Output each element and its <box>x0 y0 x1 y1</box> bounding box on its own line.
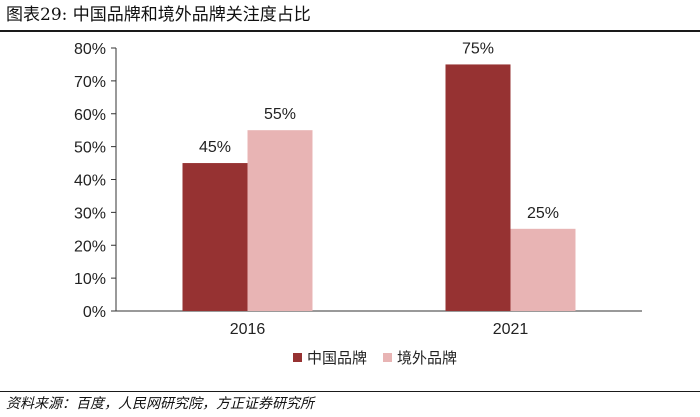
data-label: 75% <box>462 40 494 57</box>
bar-chart: 0% 10% 20% 30% 40% 50% 60% 70% 80% 2016 2021 45% 55… <box>74 40 642 367</box>
y-tick-label: 50% <box>74 140 106 157</box>
y-tick-label: 0% <box>83 304 106 321</box>
source-note: 资料来源：百度，人民网研究院，方正证券研究所 <box>6 396 314 412</box>
data-label: 55% <box>264 106 296 123</box>
bar-境外品牌-2016 <box>247 130 313 311</box>
data-label: 25% <box>527 205 559 222</box>
bar-境外品牌-2021 <box>510 228 576 311</box>
y-tick-label: 10% <box>74 271 106 288</box>
chart-legend: 中国品牌 境外品牌 <box>293 349 457 367</box>
y-tick-label: 60% <box>74 107 106 124</box>
bar-中国品牌-2021 <box>445 64 511 311</box>
legend-label: 境外品牌 <box>397 349 457 367</box>
legend-label: 中国品牌 <box>307 349 367 367</box>
y-tick-label: 30% <box>74 205 106 222</box>
bar-中国品牌-2016 <box>182 163 248 311</box>
chart-bars: 45% 55% 75% 25% <box>182 40 576 311</box>
legend-swatch <box>383 353 392 362</box>
title-rule <box>0 30 700 32</box>
data-label: 45% <box>199 139 231 156</box>
y-tick-label: 70% <box>74 74 106 91</box>
legend-swatch <box>293 353 302 362</box>
source-rule <box>0 391 700 392</box>
figure-title: 图表29: 中国品牌和境外品牌关注度占比 <box>6 5 311 25</box>
x-category-label: 2016 <box>230 321 266 338</box>
y-tick-label: 80% <box>74 41 106 58</box>
y-tick-label: 40% <box>74 173 106 190</box>
x-category-label: 2021 <box>493 321 529 338</box>
y-tick-label: 20% <box>74 238 106 255</box>
